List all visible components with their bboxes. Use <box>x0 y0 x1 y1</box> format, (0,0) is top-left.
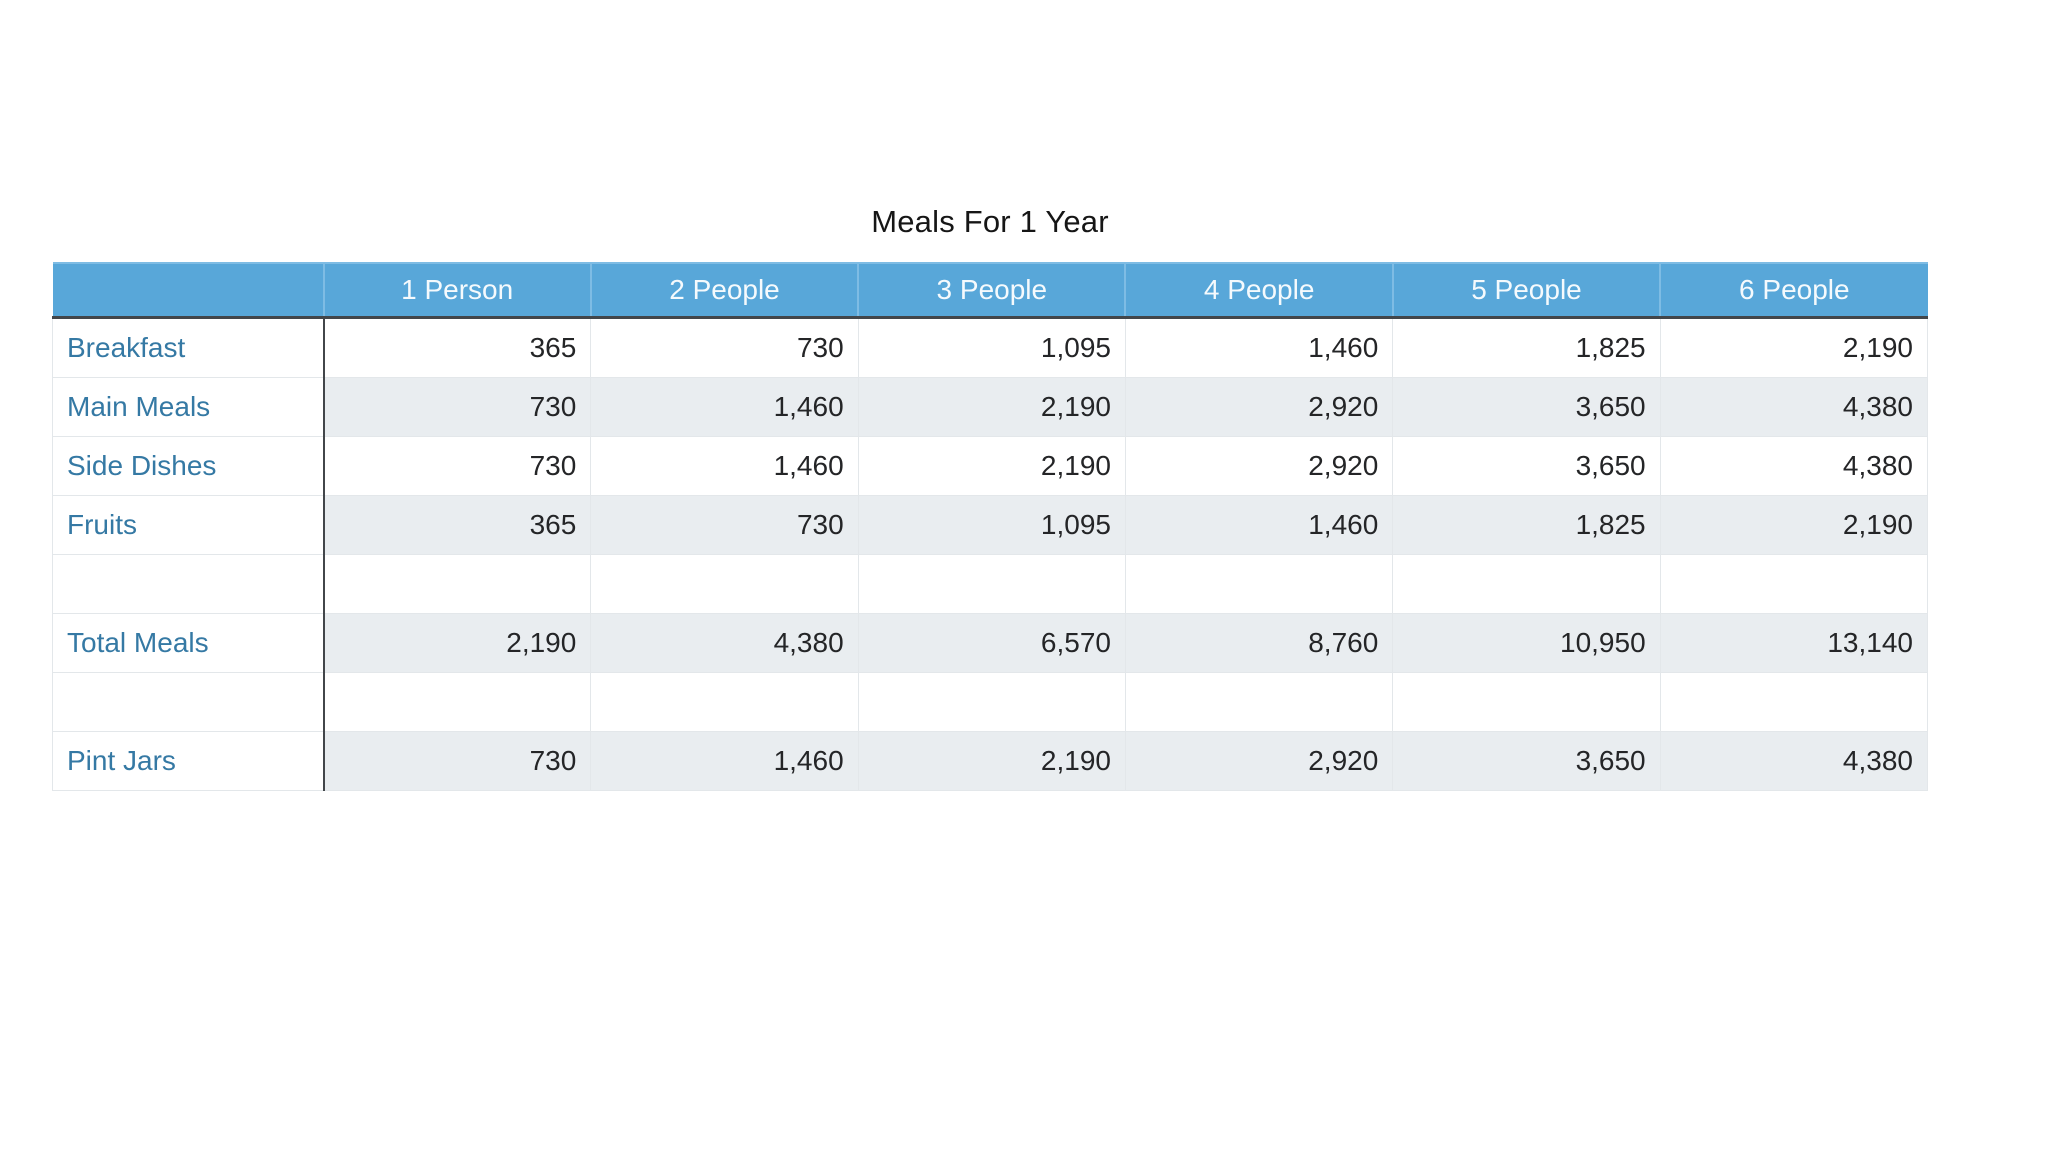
table-row-main-meals: Main Meals 730 1,460 2,190 2,920 3,650 4,380 <box>52 377 1929 437</box>
column-header-6-people: 6 People <box>1660 262 1928 319</box>
spacer-row <box>52 554 1929 614</box>
value-cell: 2,920 <box>1125 731 1394 791</box>
value-cell: 1,460 <box>590 377 859 437</box>
value-cell <box>858 554 1126 614</box>
row-label-cell: Fruits <box>52 495 325 555</box>
value-cell: 6,570 <box>858 613 1126 673</box>
value-cell: 2,190 <box>1660 317 1929 378</box>
value-cell: 1,460 <box>590 436 859 496</box>
column-header-2-people: 2 People <box>590 262 860 319</box>
value-cell: 1,825 <box>1392 495 1661 555</box>
value-cell: 1,460 <box>590 731 859 791</box>
value-cell: 13,140 <box>1660 613 1929 673</box>
row-label-cell <box>52 672 325 732</box>
column-header-5-people: 5 People <box>1392 262 1662 319</box>
row-label-cell: Pint Jars <box>52 731 325 791</box>
value-cell: 10,950 <box>1392 613 1661 673</box>
value-cell <box>323 672 592 732</box>
value-cell: 1,095 <box>858 495 1126 555</box>
row-label-cell <box>52 554 325 614</box>
spreadsheet-sheet: Meals For 1 Year 1 Person 2 People 3 Peopl… <box>52 203 1929 791</box>
value-cell: 3,650 <box>1392 731 1661 791</box>
value-cell: 1,825 <box>1392 317 1661 378</box>
value-cell <box>590 554 859 614</box>
value-cell: 3,650 <box>1392 436 1661 496</box>
value-cell <box>1125 672 1394 732</box>
value-cell: 2,190 <box>858 377 1126 437</box>
value-cell: 730 <box>323 377 592 437</box>
value-cell: 1,460 <box>1125 495 1394 555</box>
value-cell: 2,190 <box>323 613 592 673</box>
value-cell: 730 <box>590 317 859 378</box>
value-cell: 365 <box>323 317 592 378</box>
table-row-total-meals: Total Meals 2,190 4,380 6,570 8,760 10,950 13,… <box>52 613 1929 673</box>
column-header-1-people: 1 Person <box>323 262 592 319</box>
value-cell: 8,760 <box>1125 613 1394 673</box>
value-cell: 730 <box>323 436 592 496</box>
value-cell: 4,380 <box>1660 436 1929 496</box>
value-cell <box>1660 672 1929 732</box>
value-cell: 3,650 <box>1392 377 1661 437</box>
column-header-3-people: 3 People <box>858 262 1127 319</box>
value-cell <box>323 554 592 614</box>
value-cell: 1,460 <box>1125 317 1394 378</box>
table-header: 1 Person 2 People 3 People 4 People 5 People… <box>52 262 1928 319</box>
value-cell <box>1125 554 1394 614</box>
value-cell <box>1660 554 1929 614</box>
value-cell: 2,190 <box>858 731 1126 791</box>
table-body: Breakfast 365 730 1,095 1,460 1,825 2,190 Main … <box>52 317 1929 791</box>
table-row-fruits: Fruits 365 730 1,095 1,460 1,825 2,190 <box>52 495 1929 555</box>
value-cell: 730 <box>323 731 592 791</box>
spacer-row <box>52 672 1929 732</box>
row-label-cell: Side Dishes <box>52 436 325 496</box>
value-cell <box>1392 554 1661 614</box>
value-cell: 4,380 <box>1660 731 1929 791</box>
value-cell <box>858 672 1126 732</box>
table-row-side-dishes: Side Dishes 730 1,460 2,190 2,920 3,650 4,380 <box>52 436 1929 496</box>
table-row-pint-jars: Pint Jars 730 1,460 2,190 2,920 3,650 4,380 <box>52 731 1929 791</box>
row-label-cell: Main Meals <box>52 377 325 437</box>
row-label-cell: Breakfast <box>52 317 325 378</box>
row-label-cell: Total Meals <box>52 613 325 673</box>
value-cell: 2,190 <box>858 436 1126 496</box>
corner-header-cell <box>52 262 325 319</box>
value-cell: 365 <box>323 495 592 555</box>
value-cell: 2,920 <box>1125 436 1394 496</box>
table-row-breakfast: Breakfast 365 730 1,095 1,460 1,825 2,190 <box>52 317 1929 378</box>
table-title: Meals For 1 Year <box>871 204 1109 239</box>
header-row: 1 Person 2 People 3 People 4 People 5 People… <box>52 262 1928 319</box>
value-cell <box>1392 672 1661 732</box>
value-cell: 4,380 <box>590 613 859 673</box>
value-cell: 1,095 <box>858 317 1126 378</box>
value-cell <box>590 672 859 732</box>
meals-table: 1 Person 2 People 3 People 4 People 5 People… <box>52 262 1929 791</box>
value-cell: 730 <box>590 495 859 555</box>
value-cell: 2,190 <box>1660 495 1929 555</box>
value-cell: 2,920 <box>1125 377 1394 437</box>
column-header-4-people: 4 People <box>1125 262 1394 319</box>
value-cell: 4,380 <box>1660 377 1929 437</box>
